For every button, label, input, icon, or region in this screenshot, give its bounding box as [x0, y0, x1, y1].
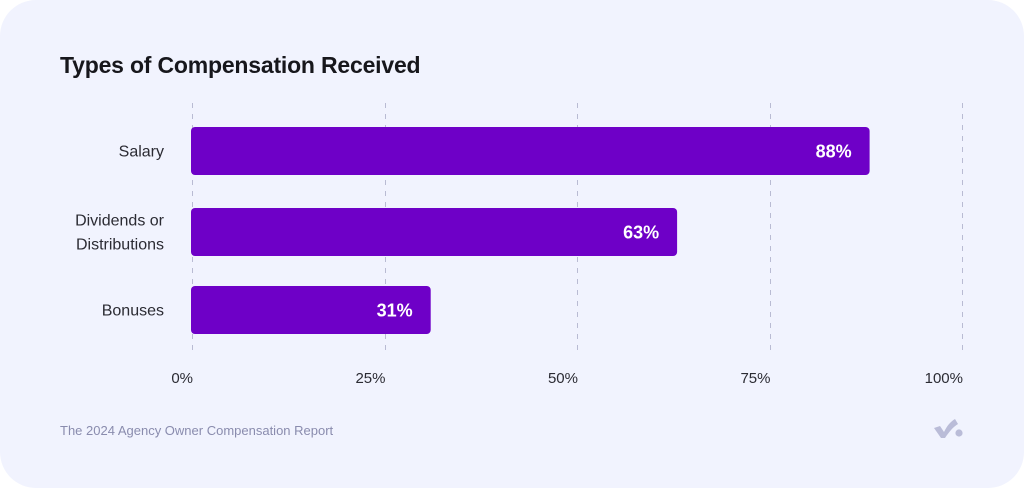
- x-tick-label: 50%: [548, 370, 578, 387]
- category-label: Bonuses: [102, 303, 164, 320]
- bar-value-label: 63%: [623, 223, 659, 243]
- category-label-line: Dividends or: [75, 213, 165, 230]
- x-tick-label: 75%: [740, 370, 770, 387]
- chart-title: Types of Compensation Received: [60, 52, 421, 78]
- category-labels: Salary Dividends or Distributions Bonuses: [75, 144, 165, 320]
- bar: [191, 127, 870, 175]
- category-label: Salary: [119, 144, 164, 161]
- checkmark-dot-logo-icon: [934, 419, 963, 438]
- x-tick-label: 0%: [171, 370, 193, 387]
- bar: [191, 286, 431, 334]
- bar-value-label: 31%: [377, 301, 413, 321]
- bars: 88% 63% 31%: [191, 127, 870, 334]
- x-tick-label: 100%: [925, 370, 963, 387]
- category-label-line: Distributions: [76, 237, 164, 254]
- category-label: Dividends or Distributions: [75, 213, 165, 254]
- footer-source: The 2024 Agency Owner Compensation Repor…: [60, 423, 334, 438]
- category-label-line: Bonuses: [102, 303, 164, 320]
- x-tick-label: 25%: [355, 370, 385, 387]
- bar: [191, 208, 678, 256]
- bar-value-label: 88%: [816, 142, 852, 162]
- x-tick-labels: 0% 25% 50% 75% 100%: [171, 370, 963, 387]
- category-label-line: Salary: [119, 144, 164, 161]
